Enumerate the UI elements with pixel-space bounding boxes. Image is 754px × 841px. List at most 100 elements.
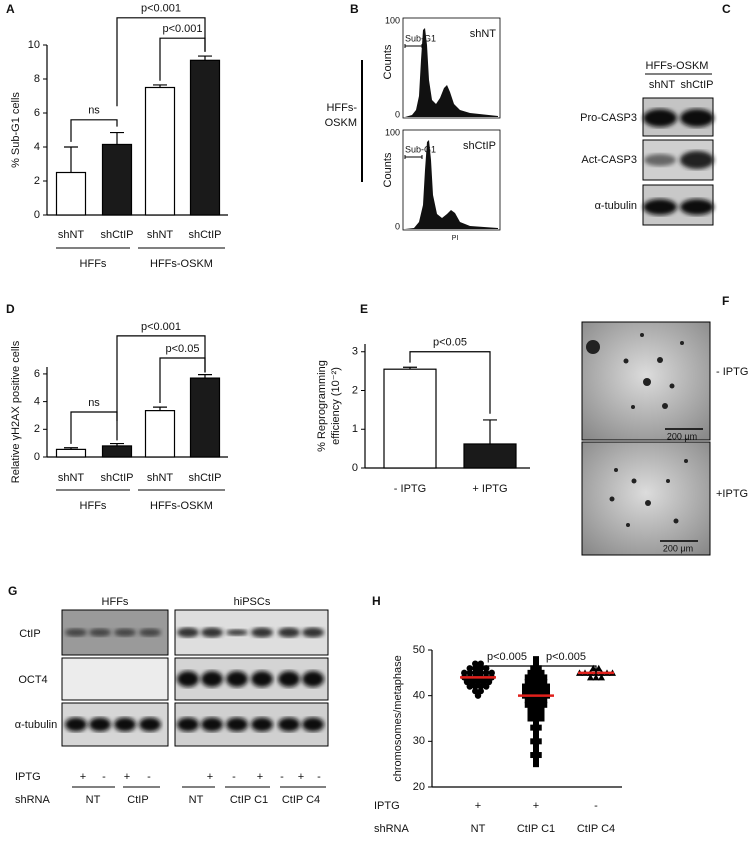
panel-label: A: [6, 2, 15, 16]
bar: [55, 448, 87, 458]
bar: [144, 410, 176, 458]
data-point: [533, 761, 539, 768]
gate: [404, 44, 423, 48]
x-tick-label: shNT: [58, 472, 85, 484]
y-tick-label: 20: [413, 781, 425, 793]
row-label: α-tubulin: [15, 719, 57, 731]
band: [139, 717, 161, 732]
data-point: [533, 660, 539, 667]
data-point: [530, 752, 537, 759]
group-label: hiPSCs: [234, 596, 271, 608]
data-point: [472, 687, 479, 695]
error-bar: [403, 366, 417, 370]
data-point: [530, 724, 537, 731]
y-tick-label: 4: [34, 396, 40, 408]
bracket: [535, 665, 597, 677]
row-label: shRNA: [15, 794, 51, 806]
shrna-label: CtIP C4: [282, 794, 320, 806]
band: [226, 629, 248, 636]
band: [201, 717, 223, 732]
data-point: [527, 669, 534, 676]
data-point: [533, 756, 539, 763]
row-label: IPTG: [374, 800, 400, 812]
iptg-label: -: [317, 771, 321, 783]
bracket: [409, 351, 491, 414]
data-point: [535, 674, 542, 681]
group-label: HFFs-OSKM: [150, 258, 213, 270]
gate-label: Sub-G1: [405, 144, 436, 154]
band: [65, 717, 87, 732]
data-point: [530, 678, 537, 685]
data-point: [541, 697, 548, 704]
x-tick-label: shCtIP: [188, 229, 221, 241]
annotation: p<0.001: [162, 23, 202, 35]
annotation: p<0.05: [433, 337, 467, 349]
band: [89, 717, 111, 732]
data-point: [544, 688, 550, 695]
x-tick-label: shCtIP: [100, 229, 133, 241]
band: [278, 671, 300, 687]
flow-panel: HFFs- OSKM Sub-G1 Sub-G1 shNT shCtIP 100…: [325, 15, 501, 242]
image-panel: 200 μm 200 μm - IPTG +IPTG: [581, 321, 748, 556]
bracket: [70, 411, 118, 444]
band: [302, 627, 324, 638]
bar: [144, 86, 176, 216]
annotation: ns: [88, 397, 100, 409]
bracket: [116, 17, 206, 107]
iptg-label: -: [232, 771, 236, 783]
bar: [101, 143, 133, 216]
y-tick-label: 50: [413, 644, 425, 656]
data-point: [524, 678, 531, 685]
band: [65, 628, 87, 637]
data-point: [483, 683, 490, 690]
annotation: p<0.001: [141, 321, 181, 333]
data-point: [533, 747, 539, 754]
data-point: [472, 669, 479, 677]
data-point: [533, 706, 539, 713]
data-point: [538, 710, 545, 717]
annotation: ns: [88, 105, 100, 117]
tick-label: 100: [385, 127, 400, 137]
data-point: [522, 683, 528, 690]
data-point: [477, 660, 484, 667]
bar: [189, 377, 221, 458]
data-point: [535, 665, 542, 672]
band: [201, 627, 223, 638]
data-point: [533, 688, 539, 695]
lane-label: shNT: [649, 79, 676, 91]
y-axis-label: efficiency (10⁻²): [330, 367, 342, 445]
data-point: [541, 701, 548, 708]
data-point: [587, 673, 594, 681]
blot-panel: HFFs hiPSCs CtIP OCT4 α-tubulin IPTG shR…: [15, 596, 271, 806]
scale-label: 200 μm: [667, 431, 697, 441]
x-tick-label: shNT: [147, 229, 174, 241]
condition-label: +IPTG: [716, 488, 748, 500]
data-point: [527, 688, 534, 695]
y-tick-label: 4: [34, 141, 40, 153]
y-axis-label: % Reprogramming: [316, 360, 328, 452]
data-point: [533, 710, 539, 717]
row-label: Pro-CASP3: [580, 112, 637, 124]
iptg-label: +: [298, 771, 304, 783]
data-point: [533, 733, 539, 740]
panel-label: C: [722, 2, 731, 16]
data-point: [527, 715, 534, 722]
band: [643, 109, 677, 127]
data-point: [533, 729, 539, 736]
band: [226, 671, 248, 687]
band: [643, 199, 677, 215]
data-point: [598, 673, 605, 681]
histogram: [405, 140, 498, 229]
y-tick-label: 6: [34, 107, 40, 119]
data-point: [533, 742, 539, 749]
iptg-label: -: [147, 771, 151, 783]
panel-label: D: [6, 302, 15, 316]
error-bar: [483, 419, 497, 444]
y-tick-label: 0: [34, 451, 40, 463]
group-label: HFFs: [102, 596, 129, 608]
band: [114, 628, 136, 637]
data-point: [538, 688, 545, 695]
data-point: [527, 706, 534, 713]
y-tick-label: 0: [34, 209, 40, 221]
x-tick-label: CtIP C4: [577, 823, 615, 835]
